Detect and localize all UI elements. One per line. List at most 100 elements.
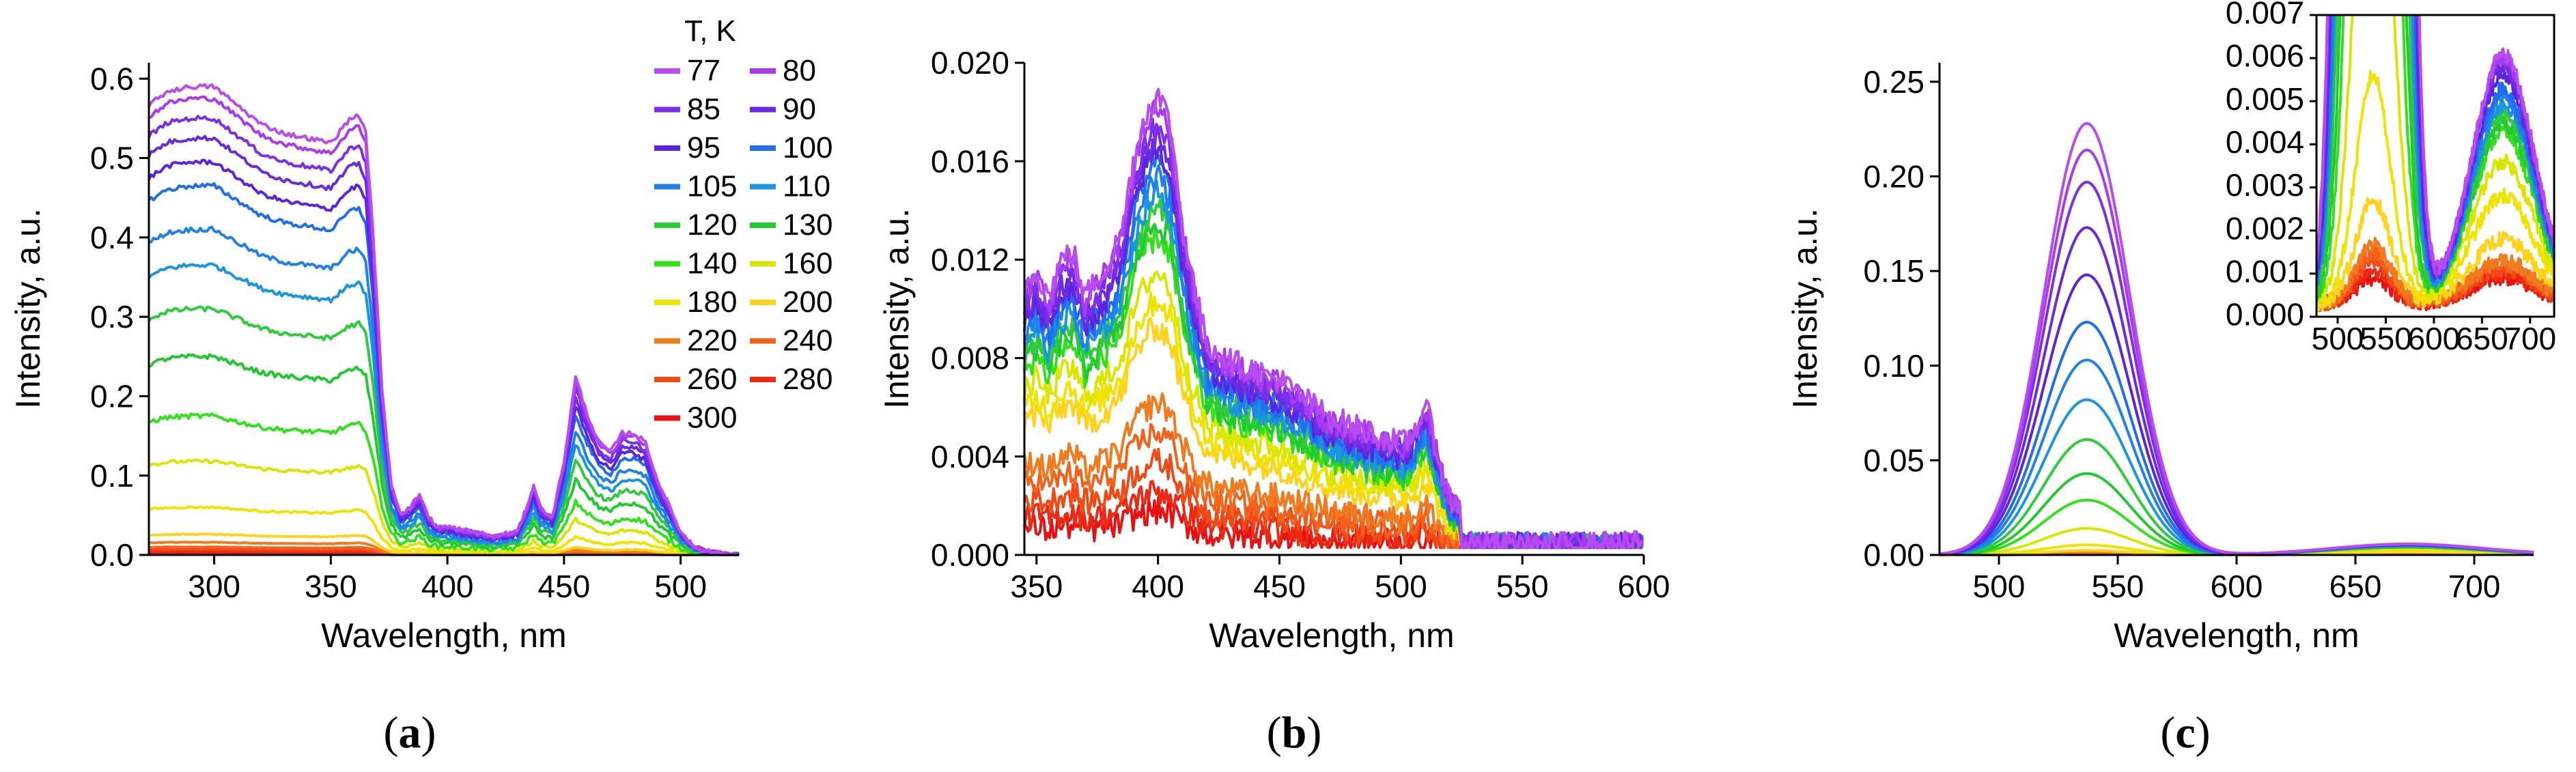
series-a-130k	[148, 353, 740, 556]
panel-a-y-tick-label: 0.4	[90, 220, 134, 255]
panel-b-x-ticks: 350 400 450 500 550 600	[1010, 555, 1670, 604]
panel-c-x-tick-label: 650	[2329, 569, 2382, 604]
series-c-130k	[1939, 472, 2534, 556]
panel-b-x-tick-label: 400	[1132, 569, 1184, 604]
panel-b-y-tick-label: 0.020	[931, 45, 1009, 81]
panel-a-label: (a)	[384, 708, 436, 758]
panel-b-x-tick-label: 600	[1618, 569, 1670, 604]
panel-b-x-axis-title: Wavelength, nm	[1209, 616, 1454, 655]
panel-c-y-axis-title: Intensity, a.u.	[1786, 208, 1824, 409]
panel-c-y-ticks: 0.00 0.05 0.10 0.15 0.20 0.25	[1863, 64, 1940, 573]
legend-label-280: 280	[783, 362, 832, 396]
legend-label-300: 300	[687, 401, 737, 435]
panel-b-x-tick-label: 550	[1496, 569, 1549, 604]
panel-c-x-ticks: 500 550 600 650 700	[1973, 555, 2501, 604]
inset-x-tick-label: 600	[2408, 321, 2461, 356]
series-a-105k	[148, 225, 740, 556]
inset-y-tick-label: 0.007	[2226, 0, 2304, 31]
inset-series-77k	[2316, 15, 2554, 275]
panel-b-x-tick-label: 500	[1375, 569, 1427, 604]
panel-a-x-tick-label: 450	[537, 569, 590, 604]
series-a-120k	[148, 305, 740, 556]
panel-a-label-letter: a	[399, 708, 421, 758]
panel-c-x-tick-label: 550	[2092, 569, 2144, 604]
panel-c-label: (c)	[2160, 708, 2210, 758]
legend-label-180: 180	[687, 285, 737, 319]
panel-c-y-tick-label: 0.05	[1863, 442, 1924, 478]
legend-label-160: 160	[783, 247, 832, 281]
legend-label-220: 220	[687, 324, 737, 358]
inset-x-tick-label: 550	[2360, 321, 2412, 356]
series-c-77k	[1939, 121, 2534, 556]
panel-c-y-tick-label: 0.15	[1863, 253, 1924, 289]
panel-b: 350 400 450 500 550 600 0.0000.0040.0080.0120…	[878, 45, 1670, 758]
panel-a-y-tick-label: 0.3	[90, 299, 134, 334]
series-c-120k	[1939, 438, 2534, 556]
panel-b-y-tick-label: 0.012	[931, 242, 1009, 278]
inset-y-tick-label: 0.002	[2226, 210, 2304, 246]
panel-a-x-axis-title: Wavelength, nm	[321, 616, 566, 655]
legend-label-200: 200	[783, 285, 832, 319]
series-a-160k	[148, 458, 740, 556]
panel-b-y-axis-title: Intensity, a.u.	[878, 208, 916, 409]
inset-y-tick-label: 0.006	[2226, 38, 2304, 74]
panel-a-x-tick-label: 500	[654, 569, 707, 604]
panel-a-y-tick-label: 0.6	[90, 61, 134, 96]
panel-a-y-tick-label: 0.5	[90, 141, 134, 176]
panel-c-y-tick-label: 0.25	[1863, 64, 1924, 100]
panel-c: 500 550 600 650 700 0.000.050.100.150.200.25…	[1786, 0, 2556, 758]
inset-series-80k	[2316, 15, 2554, 277]
legend-label-120: 120	[687, 208, 737, 242]
series-a-110k	[148, 262, 739, 556]
panel-b-y-tick-label: 0.008	[931, 341, 1009, 376]
panel-a-y-tick-label: 0.1	[90, 458, 134, 494]
panel-c-label-close: )	[2196, 708, 2211, 758]
series-c-100k	[1939, 320, 2534, 556]
panel-a-x-tick-label: 350	[305, 569, 357, 604]
panel-a: 300 350 400 450 500 0.0 0.1 0.2 0.3 0.4 0.5 0.6 Wa…	[9, 14, 832, 758]
series-a-200k	[148, 532, 739, 556]
panel-c-label-open: (	[2160, 708, 2175, 758]
legend-label-80: 80	[783, 54, 816, 87]
legend-label-110: 110	[783, 170, 830, 203]
legend: T, K 77 80 85 90 95 100 105 110 120 130 140 160 180 2…	[654, 14, 832, 435]
legend-label-95: 95	[687, 131, 720, 165]
panel-b-y-ticks: 0.000 0.004 0.008 0.012 0.016 0.020	[931, 45, 1024, 573]
legend-label-240: 240	[783, 324, 832, 358]
panel-b-x-tick-label: 450	[1253, 569, 1306, 604]
inset-y-tick-label: 0.001	[2226, 253, 2304, 289]
panel-b-y-tick-label: 0.016	[931, 143, 1009, 179]
panel-c-x-tick-label: 700	[2448, 569, 2501, 604]
series-a-180k	[148, 505, 739, 556]
series-b-77k	[1023, 87, 1644, 549]
inset-frame	[2315, 14, 2556, 318]
panel-a-x-ticks: 300 350 400 450 500	[188, 555, 707, 604]
inset-series-160k	[2316, 15, 2554, 304]
inset-x-tick-label: 650	[2456, 321, 2508, 356]
panel-a-x-tick-label: 400	[421, 569, 474, 604]
panel-a-label-close: )	[421, 708, 436, 758]
inset-y-ticks: 0.000 0.001 0.002 0.003 0.004 0.005 0.006 0.007	[2226, 0, 2316, 332]
panel-b-label-open: (	[1267, 708, 1282, 758]
panel-c-x-tick-label: 500	[1973, 569, 2026, 604]
panel-a-y-tick-label: 0.0	[90, 537, 134, 573]
inset-series	[2316, 15, 2554, 313]
legend-label-105: 105	[687, 170, 737, 203]
panel-a-x-tick-label: 300	[188, 569, 240, 604]
legend-label-90: 90	[783, 93, 816, 126]
panel-b-y-tick-label: 0.004	[931, 439, 1009, 474]
panel-b-x-tick-label: 350	[1010, 569, 1063, 604]
legend-label-130: 130	[783, 208, 832, 242]
inset-y-tick-label: 0.003	[2226, 167, 2304, 203]
panel-b-series	[1023, 87, 1644, 549]
inset-x-tick-label: 500	[2312, 321, 2364, 356]
panel-c-x-axis-title: Wavelength, nm	[2114, 616, 2359, 655]
panel-b-y-tick-label: 0.000	[931, 537, 1009, 573]
inset-y-tick-label: 0.005	[2226, 81, 2304, 117]
legend-label-77: 77	[687, 54, 720, 87]
legend-title: T, K	[684, 14, 736, 48]
panel-c-y-tick-label: 0.20	[1863, 158, 1924, 194]
